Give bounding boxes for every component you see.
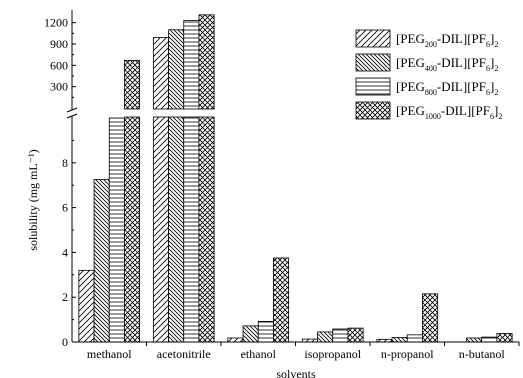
bar-methanol-s4-lower [124, 116, 141, 343]
legend-swatch [355, 29, 391, 48]
bar-methanol-s2 [93, 179, 110, 343]
x-axis-title: solvents [276, 367, 316, 378]
legend-item-4: [PEG1000-DIL][PF6]2 [355, 101, 502, 121]
y-tick-label: 0 [62, 335, 68, 349]
bar-methanol-s3 [108, 117, 125, 343]
axes-layer: 0 2 4 6 8 300 600 900 1200 methanol acetonitrile et… [44, 10, 521, 361]
legend-item-3: [PEG800-DIL][PF6]2 [355, 77, 498, 97]
bar-n-butanol-s3 [481, 336, 498, 343]
y-tick-label-upper: 600 [50, 58, 68, 72]
legend-label: [PEG1000-DIL][PF6]2 [396, 103, 502, 121]
legend-swatch [355, 77, 391, 96]
y-tick-label: 4 [62, 245, 68, 259]
x-tick-label-n-propanol: n-propanol [381, 347, 434, 361]
bar-acetonitrile-s4-upper [198, 14, 215, 110]
legend-item-2: [PEG400-DIL][PF6]2 [355, 53, 498, 73]
bar-ethanol-s4 [273, 257, 290, 343]
legend-swatch [355, 101, 391, 120]
bars-layer [78, 14, 513, 343]
x-tick-label-isopropanol: isopropanol [304, 347, 361, 361]
bar-acetonitrile-s1-lower [152, 116, 169, 343]
legend-item-1: [PEG200-DIL][PF6]2 [355, 29, 498, 49]
y-tick-label-upper: 900 [50, 37, 68, 51]
legend: [PEG200-DIL][PF6]2 [PEG400-DIL][PF6]2 [PEG… [355, 29, 502, 121]
x-tick-label-n-butanol: n-butanol [459, 347, 506, 361]
bar-n-propanol-s4 [422, 293, 439, 343]
axis-break-mark [66, 113, 78, 119]
bar-acetonitrile-s3-upper [183, 20, 200, 110]
axis-break-band [66, 110, 521, 116]
bar-acetonitrile-s2-upper [168, 29, 185, 110]
bar-ethanol-s2 [242, 325, 259, 343]
y-tick-label: 8 [62, 156, 68, 170]
y-axis-title: solubility (mg mL⁻¹) [26, 149, 40, 250]
bar-acetonitrile-s4-lower [198, 116, 215, 343]
bar-ethanol-s1 [227, 337, 244, 343]
y-tick-label-upper: 300 [50, 80, 68, 94]
bar-isopropanol-s4 [347, 327, 364, 343]
y-tick-label: 2 [62, 290, 68, 304]
legend-swatch [355, 53, 391, 72]
bar-n-butanol-s2 [466, 337, 483, 343]
bar-isopropanol-s3 [332, 328, 349, 343]
axis-break-mark [66, 107, 78, 113]
legend-label: [PEG200-DIL][PF6]2 [396, 31, 498, 49]
legend-label: [PEG800-DIL][PF6]2 [396, 79, 498, 97]
bar-acetonitrile-s3-lower [183, 116, 200, 343]
bar-acetonitrile-s1-upper [152, 37, 169, 110]
x-tick-label-ethanol: ethanol [241, 347, 277, 361]
legend-label: [PEG400-DIL][PF6]2 [396, 55, 498, 73]
bar-n-butanol-s4 [496, 333, 513, 343]
bar-n-propanol-s3 [406, 334, 423, 343]
y-tick-label: 6 [62, 201, 68, 215]
x-tick-label-acetonitrile: acetonitrile [157, 347, 211, 361]
x-tick-label-methanol: methanol [87, 347, 132, 361]
y-tick-label-upper: 1200 [44, 16, 68, 30]
bar-ethanol-s3 [257, 320, 274, 343]
bar-acetonitrile-s2-lower [168, 116, 185, 343]
bar-methanol-s4-upper [124, 59, 141, 110]
bar-isopropanol-s2 [317, 331, 334, 343]
bar-methanol-s1 [78, 269, 95, 343]
bar-n-propanol-s2 [391, 337, 408, 343]
